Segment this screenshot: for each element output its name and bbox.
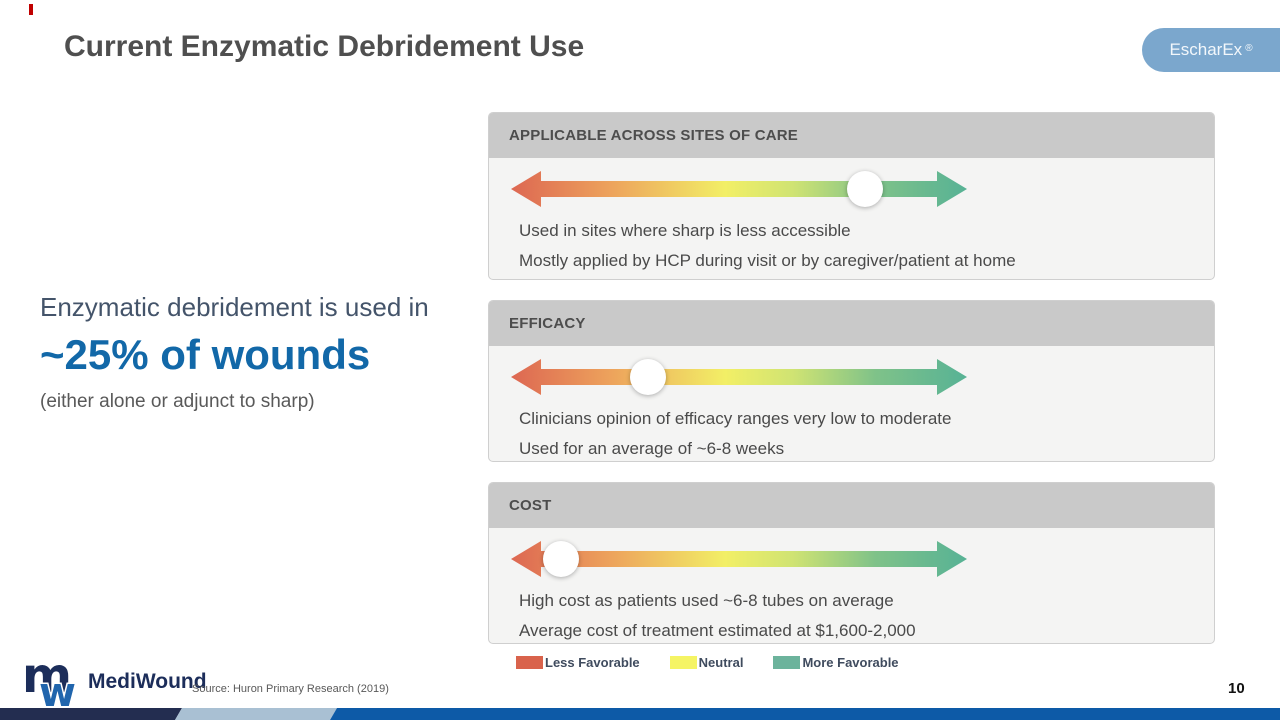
rating-marker: [542, 541, 579, 577]
legend-item-neutral: Neutral: [669, 655, 744, 670]
legend-swatch-yellow: [669, 656, 697, 669]
key-stat-note: (either alone or adjunct to sharp): [40, 391, 315, 412]
legend-item-less-favorable: Less Favorable: [516, 655, 640, 670]
key-stat-intro: Enzymatic debridement is used in: [40, 292, 429, 322]
bullet-text: Average cost of treatment estimated at $…: [519, 621, 916, 640]
rating-scale-cost: [509, 536, 969, 582]
key-stat-value: ~25% of wounds: [40, 331, 371, 378]
page-title: Current Enzymatic Debridement Use: [64, 30, 585, 63]
panel-sites-of-care: APPLICABLE ACROSS SITES OF CARE Used in …: [488, 112, 1215, 280]
key-stat-block: Enzymatic debridement is used in ~25% of…: [40, 292, 490, 413]
panel-sites-of-care-header: APPLICABLE ACROSS SITES OF CARE: [489, 113, 1214, 158]
mediwound-logo-mark: m w: [22, 652, 77, 710]
rating-scale-sites-of-care: [509, 166, 969, 212]
page-number: 10: [1228, 680, 1245, 697]
rating-marker: [630, 359, 667, 395]
svg-text:w: w: [39, 670, 76, 710]
bar-segment-light-blue: [175, 708, 337, 720]
legend-label: Neutral: [698, 655, 744, 670]
bullet-text: High cost as patients used ~6-8 tubes on…: [519, 591, 894, 610]
panel-cost: COST High cost as patients used ~6-8 tub…: [488, 482, 1215, 644]
registered-trademark-symbol: ®: [1245, 42, 1253, 54]
rating-marker: [847, 171, 884, 207]
legend: Less Favorable Neutral More Favorable: [516, 655, 899, 670]
panel-bullets: Used in sites where sharp is less access…: [519, 216, 1214, 276]
legend-label: Less Favorable: [545, 655, 640, 670]
legend-label: More Favorable: [802, 655, 899, 670]
legend-swatch-teal: [773, 656, 801, 669]
escharex-badge: EscharEx ®: [1142, 28, 1280, 72]
rating-scale-efficacy: [509, 354, 969, 400]
escharex-badge-label: EscharEx: [1169, 40, 1243, 59]
panel-cost-header: COST: [489, 483, 1214, 528]
bottom-accent-bar: [0, 708, 1280, 720]
panel-bullets: High cost as patients used ~6-8 tubes on…: [519, 586, 1214, 643]
gradient-arrow: [511, 359, 967, 395]
gradient-arrow: [511, 541, 967, 577]
panel-efficacy-header: EFFICACY: [489, 301, 1214, 346]
mediwound-logo: m w MediWound: [22, 652, 207, 710]
panel-efficacy: EFFICACY Clinicians opinion of efficacy …: [488, 300, 1215, 462]
svg-text:m: m: [22, 652, 72, 704]
panel-bullets: Clinicians opinion of efficacy ranges ve…: [519, 404, 1214, 461]
bullet-text: Used in sites where sharp is less access…: [519, 221, 851, 240]
mediwound-logo-text: MediWound: [88, 670, 207, 693]
source-citation: Source: Huron Primary Research (2019): [192, 683, 389, 695]
legend-swatch-red: [516, 656, 543, 669]
bullet-text: Mostly applied by HCP during visit or by…: [519, 251, 1016, 270]
bullet-text: Clinicians opinion of efficacy ranges ve…: [519, 409, 952, 428]
bullet-text: Used for an average of ~6-8 weeks: [519, 439, 785, 458]
slide-corner-mark: [29, 4, 33, 15]
bar-segment-navy: [0, 708, 182, 720]
bar-segment-blue: [330, 708, 1280, 720]
gradient-arrow: [511, 171, 967, 207]
legend-item-more-favorable: More Favorable: [773, 655, 899, 670]
